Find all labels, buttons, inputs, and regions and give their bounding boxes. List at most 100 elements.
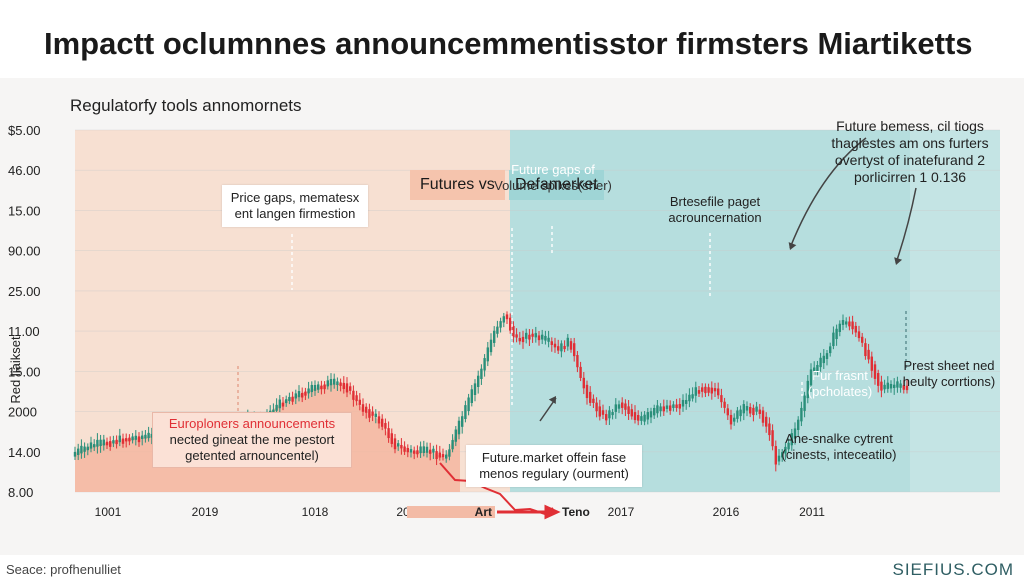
candle-body <box>502 316 505 323</box>
candle <box>752 404 755 422</box>
candle-body <box>118 435 121 443</box>
candle <box>537 331 541 346</box>
candle-body <box>819 357 822 368</box>
candle-body <box>512 326 515 338</box>
candle-body <box>317 384 320 390</box>
candle <box>611 409 614 420</box>
candle-body <box>547 337 550 342</box>
candle-body <box>582 377 585 389</box>
candle <box>745 401 749 417</box>
candle <box>768 417 771 441</box>
candle <box>397 439 400 451</box>
candle <box>889 380 893 393</box>
candle <box>838 320 841 337</box>
candle <box>368 403 371 423</box>
candle-body <box>784 446 787 454</box>
candle <box>384 418 387 436</box>
candle-body <box>576 355 579 368</box>
candle <box>726 404 729 421</box>
candle-body <box>569 341 573 350</box>
candle-body <box>515 334 518 338</box>
candle-body <box>835 328 838 340</box>
candle <box>899 379 902 393</box>
candle-body <box>403 446 406 452</box>
candle <box>419 441 422 458</box>
candle-body <box>662 406 665 412</box>
candle <box>851 315 854 335</box>
y-tick-label: 25.00 <box>8 284 41 299</box>
candle <box>531 329 534 343</box>
candle-body <box>566 337 569 347</box>
candle <box>822 349 825 370</box>
candle <box>358 393 361 411</box>
candle <box>656 399 659 418</box>
candle <box>669 400 672 415</box>
y-tick-label: 90.00 <box>8 244 41 259</box>
candle-body <box>115 439 118 445</box>
candle-body <box>905 385 909 391</box>
annotation-future-market: Future.market offein fase menos regulary… <box>466 445 642 487</box>
candle-body <box>416 450 419 455</box>
candle <box>601 404 605 420</box>
candle <box>569 338 573 353</box>
candle <box>403 441 406 455</box>
candle <box>704 383 707 398</box>
candle <box>566 334 569 351</box>
candle-body <box>467 397 470 411</box>
candle <box>573 337 576 362</box>
candle-body <box>297 391 301 398</box>
candle <box>285 395 288 407</box>
candle <box>608 406 611 425</box>
candle-body <box>390 433 393 444</box>
candle <box>329 373 333 392</box>
candle <box>313 380 317 396</box>
annotation-snake: Ane-snalke cytrent (cinests, inteceatilo… <box>781 431 897 462</box>
candle <box>713 382 717 398</box>
candle <box>829 342 832 357</box>
candle <box>877 369 880 393</box>
candle-body <box>397 443 400 447</box>
candle <box>438 445 441 461</box>
candle <box>761 406 765 427</box>
candle-body <box>617 404 621 409</box>
x-tick-label: 2019 <box>192 505 219 519</box>
candle-body <box>595 402 598 412</box>
candle-body <box>854 325 857 333</box>
candle <box>144 430 147 443</box>
candle <box>803 391 806 418</box>
candle-body <box>470 389 473 403</box>
candle-body <box>544 335 547 341</box>
y-tick-label: 15.00 <box>8 364 41 379</box>
candle <box>304 387 307 401</box>
candle-body <box>777 455 781 462</box>
candle <box>137 432 141 447</box>
candle <box>294 389 297 405</box>
candle-body <box>685 399 688 404</box>
candle <box>813 361 816 380</box>
candle-body <box>640 416 643 421</box>
candle <box>819 352 822 372</box>
candle-body <box>630 409 633 417</box>
candle <box>595 397 598 418</box>
candle <box>422 440 425 457</box>
candle-body <box>483 358 486 371</box>
candle-body <box>525 332 528 339</box>
candle <box>867 343 870 364</box>
candle <box>80 439 83 459</box>
candle <box>582 371 585 395</box>
candle <box>848 316 851 331</box>
candle-body <box>509 317 512 331</box>
candle-body <box>336 381 339 386</box>
candle-body <box>125 438 128 442</box>
brand-watermark: SIEFIUS.COM <box>892 560 1014 579</box>
candle-body <box>435 451 438 460</box>
candle-body <box>877 373 880 386</box>
candle-body <box>425 446 429 453</box>
candle <box>617 400 621 414</box>
candle-body <box>131 436 134 441</box>
candle <box>291 391 294 405</box>
candle-body <box>461 416 464 427</box>
candle-body <box>598 406 601 417</box>
candle <box>681 394 685 412</box>
arrow-head <box>894 257 903 265</box>
